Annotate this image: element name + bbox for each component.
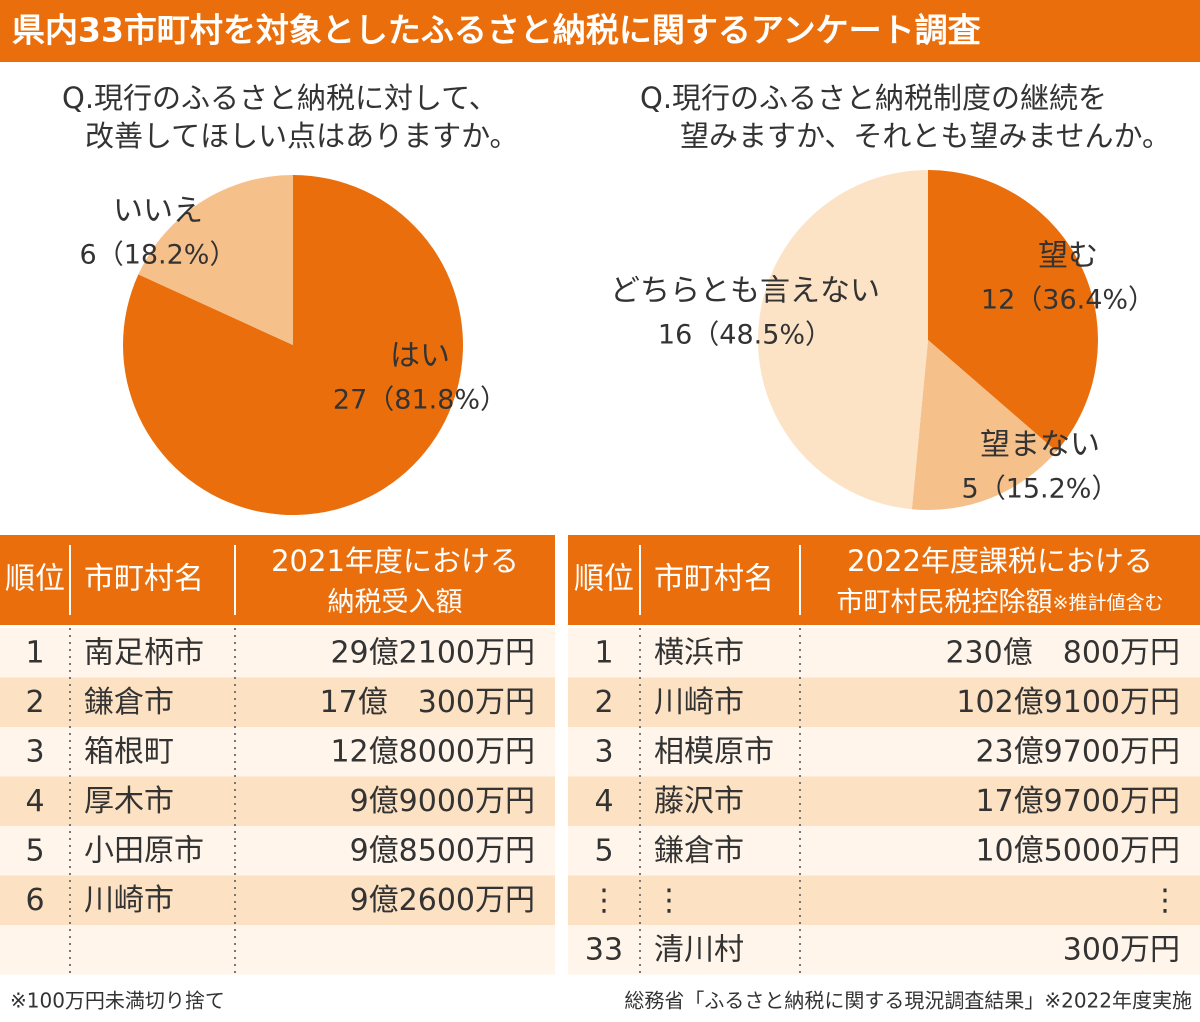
column-header-line: 納税受入額 [328, 587, 463, 618]
rank: ⋮ [589, 883, 619, 918]
column-header: 市町村名 [654, 562, 774, 597]
column-header: 順位 [574, 562, 634, 597]
amount: 102億9100万円 [956, 685, 1180, 720]
amount: 17億 300万円 [320, 685, 535, 720]
question: Q.現行のふるさと納税制度の継続を [640, 81, 1107, 115]
table-row-bg [568, 628, 1200, 678]
municipality: 相模原市 [654, 734, 774, 769]
table-row-bg [0, 677, 555, 727]
amount: 9億9000万円 [350, 784, 535, 819]
slice-label: 望む [1038, 239, 1098, 274]
municipality: 鎌倉市 [84, 685, 174, 720]
municipality: 横浜市 [654, 635, 744, 670]
pie-slice [928, 170, 1098, 452]
slice-label: いいえ [113, 194, 203, 229]
rank: 5 [594, 833, 613, 868]
table-header-bg [0, 535, 555, 625]
table-row-bg [568, 727, 1200, 777]
municipality: 鎌倉市 [654, 833, 744, 868]
amount: 23億9700万円 [975, 734, 1180, 769]
slice-value: 16（48.5%） [658, 320, 832, 351]
footnote: ※100万円未満切り捨て [10, 989, 225, 1013]
table-row-bg [0, 875, 555, 925]
slice-label: 望まない [980, 428, 1100, 463]
column-header: 市町村名 [84, 562, 204, 597]
column-header-line: 市町村民税控除額 [837, 587, 1053, 618]
column-header-note: ※推計値含む [1053, 592, 1164, 614]
rank: 4 [25, 784, 44, 819]
rank: 3 [25, 734, 44, 769]
table-row-bg [0, 727, 555, 777]
municipality: 清川村 [654, 932, 744, 967]
rank: 33 [585, 932, 623, 967]
question: Q.現行のふるさと納税に対して、 [62, 81, 498, 115]
amount: 29億2100万円 [330, 635, 535, 670]
municipality: 南足柄市 [84, 635, 204, 670]
municipality: 箱根町 [84, 734, 174, 769]
rank: 3 [594, 734, 613, 769]
table-row-bg [568, 875, 1200, 925]
slice-value: 12（36.4%） [981, 285, 1155, 316]
column-header: 納税受入額 [328, 587, 463, 618]
amount: ⋮ [1150, 883, 1180, 918]
rank: 5 [25, 833, 44, 868]
pie-slice [758, 170, 928, 510]
page-title: 県内33市町村を対象としたふるさと納税に関するアンケート調査 [12, 11, 981, 50]
table-row-bg [568, 925, 1200, 975]
municipality: 小田原市 [84, 833, 204, 868]
rank: 4 [594, 784, 613, 819]
question: 望みますか、それとも望みませんか。 [680, 119, 1171, 153]
table-row-bg [568, 826, 1200, 876]
rank: 2 [594, 685, 613, 720]
amount: 9億8500万円 [350, 833, 535, 868]
amount: 12億8000万円 [330, 734, 535, 769]
municipality: 厚木市 [84, 784, 174, 819]
slice-label: はい [390, 339, 450, 374]
source-note: 総務省「ふるさと納税に関する現況調査結果」※2022年度実施 [624, 989, 1192, 1013]
column-header: 順位 [5, 562, 65, 597]
table-row-bg [0, 776, 555, 826]
municipality: 川崎市 [654, 685, 744, 720]
slice-value: 27（81.8%） [333, 385, 507, 416]
pie-slice [138, 175, 293, 345]
table-row-bg [0, 628, 555, 678]
amount: 10億5000万円 [975, 833, 1180, 868]
question: 改善してほしい点はありますか。 [85, 119, 519, 153]
slice-label: どちらとも言えない [610, 274, 880, 309]
rank: 1 [25, 635, 44, 670]
amount: 9億2600万円 [350, 883, 535, 918]
column-header: 2021年度における [271, 544, 519, 578]
slice-value: 6（18.2%） [80, 240, 237, 271]
column-header: 市町村民税控除額※推計値含む [837, 587, 1164, 618]
rank: 1 [594, 635, 613, 670]
table-header-bg [568, 535, 1200, 625]
title-bar [0, 0, 1200, 62]
pie-slice [911, 340, 1057, 510]
amount: 300万円 [1063, 932, 1180, 967]
amount: 17億9700万円 [975, 784, 1180, 819]
table-row-bg [568, 776, 1200, 826]
table-row-bg [0, 826, 555, 876]
municipality: ⋮ [654, 883, 684, 918]
slice-value: 5（15.2%） [962, 474, 1119, 505]
table-row-bg [568, 677, 1200, 727]
amount: 230億 800万円 [945, 635, 1180, 670]
municipality: 川崎市 [84, 883, 174, 918]
column-header: 2022年度課税における [847, 544, 1153, 578]
municipality: 藤沢市 [654, 784, 744, 819]
rank: 6 [25, 883, 44, 918]
table-row-bg [0, 925, 555, 975]
rank: 2 [25, 685, 44, 720]
